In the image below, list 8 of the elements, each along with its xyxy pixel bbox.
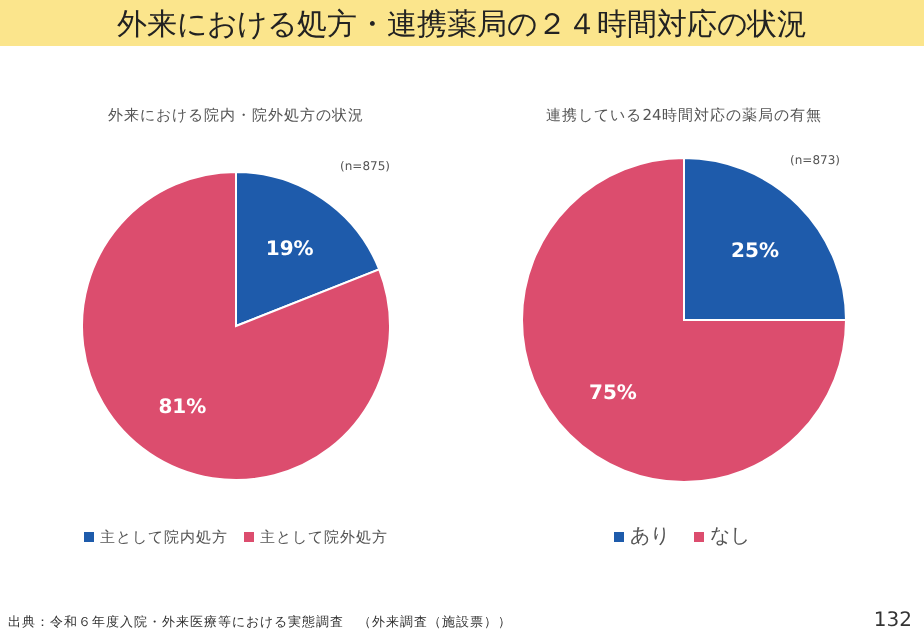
data-label: 19% — [265, 239, 314, 262]
data-label: 75% — [589, 383, 637, 406]
legend-label: なし — [710, 526, 750, 548]
data-label: 81% — [158, 396, 207, 419]
text: 132 — [873, 610, 912, 632]
legend-label: あり — [630, 526, 670, 548]
text: 外来における処方・連携薬局の２４時間対応の状況 — [117, 6, 807, 42]
data-label: 25% — [731, 240, 779, 263]
